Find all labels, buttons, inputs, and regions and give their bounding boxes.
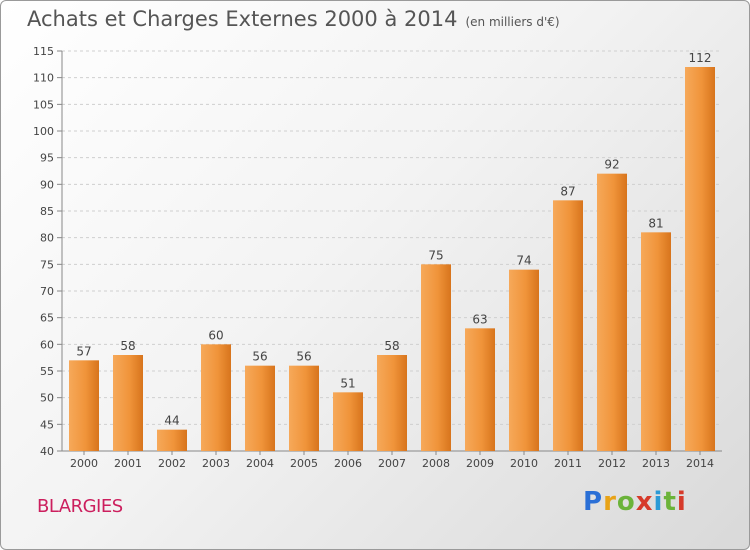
logo-letter: i [653, 487, 664, 517]
bar [421, 264, 451, 451]
y-tick-label: 95 [40, 152, 54, 165]
data-label: 51 [340, 376, 355, 390]
data-label: 56 [252, 350, 267, 364]
y-tick-label: 100 [33, 125, 54, 138]
y-tick-label: 70 [40, 285, 54, 298]
x-tick-label: 2001 [114, 457, 142, 470]
data-label: 58 [384, 339, 399, 353]
chart-unit: (en milliers d'€) [465, 15, 560, 29]
bar [641, 232, 671, 451]
bar [509, 269, 539, 451]
y-tick-label: 60 [40, 338, 54, 351]
proxiti-logo: Proxiti [583, 487, 687, 517]
data-label: 56 [296, 350, 311, 364]
x-tick-label: 2013 [642, 457, 670, 470]
y-tick-label: 45 [40, 418, 54, 431]
y-tick-label: 115 [33, 45, 54, 58]
data-label: 87 [560, 184, 575, 198]
y-tick-label: 50 [40, 392, 54, 405]
logo-letter: P [583, 487, 604, 517]
bar [289, 365, 319, 451]
location-label: BLARGIES [37, 496, 123, 517]
bar [377, 355, 407, 451]
data-label: 74 [516, 254, 531, 268]
bar [69, 360, 99, 451]
x-tick-label: 2005 [290, 457, 318, 470]
logo-letter: x [635, 487, 654, 517]
chart-title-text: Achats et Charges Externes 2000 à 2014 [27, 7, 458, 31]
x-tick-label: 2002 [158, 457, 186, 470]
y-tick-label: 80 [40, 232, 54, 245]
logo-letter: t [663, 487, 677, 517]
x-tick-label: 2012 [598, 457, 626, 470]
x-tick-label: 2004 [246, 457, 274, 470]
logo-letter: i [676, 487, 687, 517]
x-tick-label: 2007 [378, 457, 406, 470]
x-tick-label: 2011 [554, 457, 582, 470]
y-tick-label: 65 [40, 312, 54, 325]
y-tick-label: 40 [40, 445, 54, 458]
y-tick-label: 105 [33, 98, 54, 111]
chart-title: Achats et Charges Externes 2000 à 2014 (e… [27, 7, 560, 31]
bar [333, 392, 363, 451]
x-tick-label: 2006 [334, 457, 362, 470]
x-tick-label: 2000 [70, 457, 98, 470]
y-tick-label: 75 [40, 258, 54, 271]
y-tick-label: 110 [33, 72, 54, 85]
bar [113, 355, 143, 451]
bar [685, 67, 715, 451]
data-label: 63 [472, 312, 487, 326]
x-tick-label: 2014 [686, 457, 714, 470]
bar [597, 173, 627, 451]
logo-letter: r [603, 487, 617, 517]
x-tick-label: 2010 [510, 457, 538, 470]
data-label: 81 [648, 216, 663, 230]
x-tick-label: 2008 [422, 457, 450, 470]
data-label: 58 [120, 339, 135, 353]
x-tick-label: 2003 [202, 457, 230, 470]
x-tick-label: 2009 [466, 457, 494, 470]
bar [465, 328, 495, 451]
bar [157, 429, 187, 451]
y-tick-label: 55 [40, 365, 54, 378]
data-label: 44 [164, 414, 179, 428]
bar [553, 200, 583, 451]
data-label: 60 [208, 328, 223, 342]
data-label: 75 [428, 248, 443, 262]
y-tick-label: 85 [40, 205, 54, 218]
bar [245, 365, 275, 451]
data-label: 92 [604, 158, 619, 172]
data-label: 57 [76, 344, 91, 358]
y-tick-label: 90 [40, 178, 54, 191]
logo-letter: o [616, 487, 636, 517]
data-label: 112 [689, 51, 712, 65]
bar [201, 344, 231, 451]
